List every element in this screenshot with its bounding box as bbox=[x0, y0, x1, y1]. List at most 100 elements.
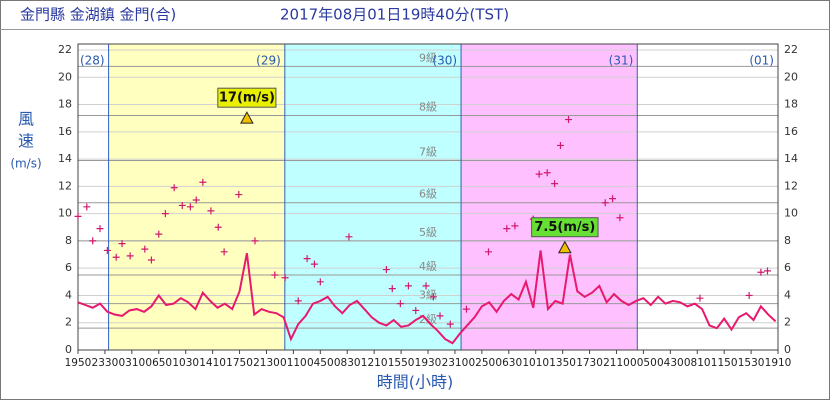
gust-marker bbox=[294, 297, 302, 305]
x-tick-label: 0630 bbox=[495, 357, 522, 369]
y-tick-label: 18 bbox=[58, 98, 72, 111]
gust-marker bbox=[141, 245, 149, 253]
x-tick-label: 1550 bbox=[388, 357, 415, 369]
gust-marker bbox=[382, 266, 390, 274]
peak-marker bbox=[240, 111, 254, 124]
x-tick-label: 0050 bbox=[630, 357, 657, 369]
gust-marker bbox=[186, 203, 194, 211]
y-tick-label: 6 bbox=[65, 261, 72, 274]
gust-marker bbox=[616, 214, 624, 222]
y-tick-label: 22 bbox=[58, 43, 72, 56]
day-band bbox=[284, 44, 462, 350]
gust-marker bbox=[155, 230, 163, 238]
chart-subtitle: 2017年08月01日19時40分(TST) bbox=[280, 6, 509, 24]
beaufort-label: 8級 bbox=[419, 100, 437, 113]
gust-marker bbox=[543, 169, 551, 177]
y-tick-label-right: 6 bbox=[784, 261, 791, 274]
gust-marker bbox=[422, 282, 430, 290]
gust-marker bbox=[396, 300, 404, 308]
gust-marker bbox=[281, 274, 289, 282]
gust-marker bbox=[446, 320, 454, 328]
gust-marker bbox=[192, 196, 200, 204]
y-axis-label: 速 bbox=[18, 132, 34, 151]
chart-title: 金門縣 金湖鎮 金門(合) bbox=[20, 6, 176, 24]
gust-marker bbox=[484, 248, 492, 256]
gust-marker bbox=[118, 240, 126, 248]
x-tick-label: 0430 bbox=[657, 357, 684, 369]
gust-marker bbox=[161, 210, 169, 218]
y-axis-label: 風 bbox=[18, 110, 34, 129]
beaufort-label: 9級 bbox=[419, 51, 437, 64]
annotation-box bbox=[531, 217, 599, 238]
y-tick-label: 0 bbox=[65, 343, 72, 356]
gust-marker bbox=[511, 222, 519, 230]
y-tick-label-right: 8 bbox=[784, 234, 791, 247]
gust-marker bbox=[303, 255, 311, 263]
gust-marker bbox=[170, 184, 178, 192]
y-tick-label-right: 22 bbox=[784, 43, 798, 56]
y-tick-label: 4 bbox=[65, 288, 72, 301]
y-tick-label-right: 14 bbox=[784, 152, 798, 165]
gust-marker bbox=[764, 267, 771, 275]
y-tick-label: 16 bbox=[58, 125, 72, 138]
gust-marker bbox=[535, 170, 543, 178]
gust-marker bbox=[565, 116, 573, 124]
gust-marker bbox=[429, 293, 437, 301]
x-tick-label: 0810 bbox=[684, 357, 711, 369]
gust-marker bbox=[556, 141, 564, 149]
peak-marker bbox=[557, 240, 572, 254]
y-tick-label-right: 4 bbox=[784, 288, 791, 301]
gust-marker bbox=[251, 237, 259, 245]
gust-marker bbox=[551, 180, 559, 188]
gust-marker bbox=[345, 233, 353, 241]
x-tick-label: 1910 bbox=[765, 357, 792, 369]
gust-marker bbox=[207, 207, 215, 215]
gust-marker bbox=[696, 294, 704, 302]
x-tick-label: 1930 bbox=[415, 357, 442, 369]
gust-marker bbox=[404, 282, 412, 290]
y-tick-label: 12 bbox=[58, 179, 72, 192]
x-tick-label: 0650 bbox=[145, 357, 172, 369]
y-tick-label-right: 10 bbox=[784, 207, 798, 220]
annotation-label: 17(m/s) bbox=[219, 91, 275, 106]
beaufort-label: 3級 bbox=[419, 289, 437, 302]
gust-marker bbox=[388, 285, 396, 293]
x-tick-label: 0830 bbox=[334, 357, 361, 369]
gust-marker bbox=[745, 291, 753, 299]
gust-marker bbox=[412, 306, 420, 314]
x-tick-label: 0450 bbox=[307, 357, 334, 369]
y-tick-label: 8 bbox=[65, 234, 72, 247]
y-tick-label-right: 2 bbox=[784, 316, 791, 329]
beaufort-label: 2級 bbox=[419, 313, 437, 326]
gust-marker bbox=[199, 178, 207, 186]
gust-marker bbox=[503, 225, 511, 233]
beaufort-label: 4級 bbox=[419, 260, 437, 273]
x-axis-label: 時間(小時) bbox=[377, 373, 454, 392]
x-tick-label: 2110 bbox=[603, 357, 630, 369]
gust-marker bbox=[112, 253, 120, 261]
gust-marker bbox=[147, 256, 155, 264]
y-axis-label: (m/s) bbox=[10, 157, 41, 171]
x-tick-label: 0310 bbox=[118, 357, 145, 369]
gust-marker bbox=[436, 312, 444, 320]
day-band bbox=[78, 44, 109, 350]
annotation-label: 7.5(m/s) bbox=[534, 220, 595, 235]
gust-marker bbox=[609, 195, 617, 203]
x-tick-label: 0250 bbox=[468, 357, 495, 369]
day-label: (29) bbox=[256, 54, 281, 68]
day-label: (28) bbox=[80, 54, 105, 68]
y-tick-label-right: 12 bbox=[784, 179, 798, 192]
x-tick-label: 1350 bbox=[549, 357, 576, 369]
gust-marker bbox=[126, 252, 134, 260]
gust-marker bbox=[74, 212, 82, 220]
x-tick-label: 2330 bbox=[92, 357, 119, 369]
beaufort-label: 6級 bbox=[419, 188, 437, 201]
y-tick-label-right: 18 bbox=[784, 98, 798, 111]
x-tick-label: 1530 bbox=[738, 357, 765, 369]
gust-marker bbox=[235, 191, 243, 199]
annotation-box bbox=[217, 87, 277, 108]
day-band bbox=[461, 44, 638, 350]
x-tick-label: 1950 bbox=[65, 357, 92, 369]
